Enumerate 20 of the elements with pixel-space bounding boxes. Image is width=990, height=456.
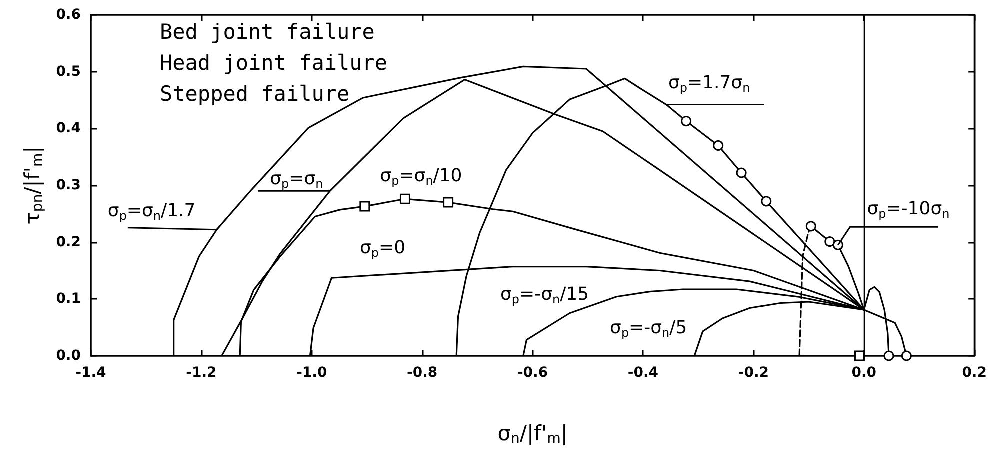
annotation: Head joint failure xyxy=(160,51,388,75)
x-tick-label: -0.4 xyxy=(628,365,659,381)
y-tick-label: 0.1 xyxy=(56,291,81,308)
x-tick-label: -0.6 xyxy=(517,365,548,381)
annotation: Bed joint failure xyxy=(160,20,375,44)
y-tick-label: 0.5 xyxy=(56,64,81,80)
x-tick-label: -0.8 xyxy=(407,365,438,381)
x-tick-label: 0.2 xyxy=(962,365,988,381)
y-tick-label: 0.4 xyxy=(56,120,82,137)
y-axis-title: τpn/|f'm| xyxy=(20,146,46,225)
y-tick-label: 0.3 xyxy=(56,178,81,194)
y-tick-label: 0.6 xyxy=(56,7,81,23)
x-tick-label: 0.0 xyxy=(852,365,877,381)
x-tick-label: -1.4 xyxy=(76,365,107,381)
x-tick-label: -0.2 xyxy=(738,365,770,381)
annotation: Stepped failure xyxy=(160,82,350,106)
x-tick-label: -1.0 xyxy=(296,365,328,381)
y-tick-label: 0.0 xyxy=(56,348,82,364)
x-tick-label: -1.2 xyxy=(186,365,217,381)
y-tick-label: 0.2 xyxy=(56,234,81,250)
